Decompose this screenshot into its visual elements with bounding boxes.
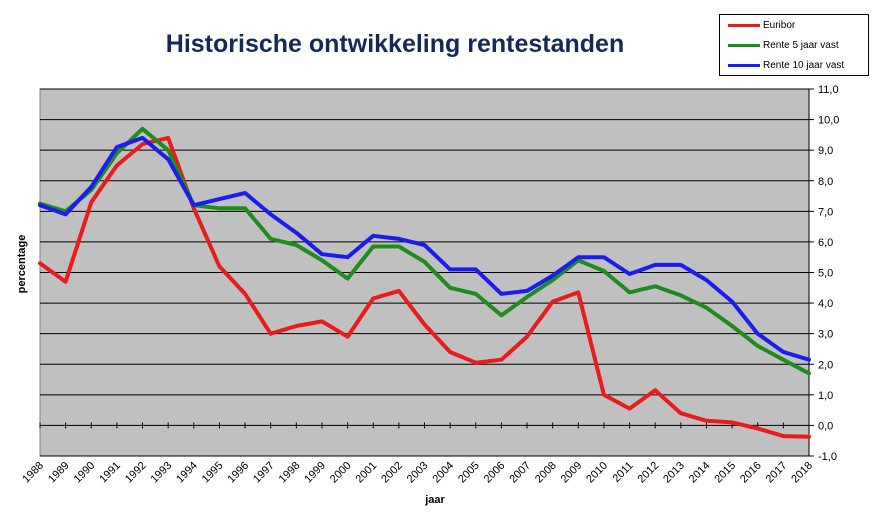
legend-item-euribor: Euribor — [728, 17, 795, 33]
y-axis-label: percentage — [16, 234, 28, 294]
x-tick-label: 2011 — [610, 460, 635, 485]
x-tick-label: 2002 — [379, 460, 405, 486]
y-tick-label: 11,0 — [818, 84, 839, 96]
y-tick-label: -1,0 — [818, 451, 837, 463]
x-tick-label: 1996 — [225, 460, 251, 486]
y-tick-label: 0,0 — [818, 420, 833, 432]
x-tick-label: 2013 — [661, 460, 687, 486]
y-tick-label: 8,0 — [818, 176, 833, 188]
x-tick-label: 2010 — [584, 460, 610, 486]
legend-label-rente-5-jaar: Rente 5 jaar vast — [763, 39, 839, 51]
y-tick-label: 4,0 — [818, 298, 833, 310]
x-tick-label: 2017 — [764, 460, 790, 486]
legend-swatch-euribor — [728, 23, 760, 27]
x-axis-label: jaar — [425, 494, 445, 506]
legend-label-euribor: Euribor — [763, 19, 796, 31]
legend-item-rente-10-jaar: Rente 10 jaar vast — [728, 57, 844, 73]
x-tick-label: 2009 — [559, 460, 585, 486]
y-tick-label: 1,0 — [818, 390, 833, 402]
x-tick-label: 1995 — [200, 460, 226, 486]
x-tick-label: 1997 — [251, 460, 277, 486]
y-axis-ticks: -1,0 0,0 1,0 2,0 3,0 4,0 5,0 6,0 7,0 8,0 9,0 10,0 11… — [808, 84, 839, 463]
legend-label-rente-10-jaar: Rente 10 jaar vast — [763, 59, 845, 71]
legend: Euribor Rente 5 jaar vast Rente 10 jaar … — [719, 14, 869, 76]
x-tick-label: 2018 — [789, 460, 815, 486]
x-tick-label: 2012 — [636, 460, 662, 486]
y-tick-label: 2,0 — [818, 359, 833, 371]
x-tick-label: 2008 — [533, 460, 559, 486]
x-tick-label: 1992 — [123, 460, 149, 486]
series-line-0 — [38, 135, 811, 439]
y-tick-label: 7,0 — [818, 206, 833, 218]
x-tick-label: 2001 — [354, 460, 380, 486]
x-tick-label: 2016 — [738, 460, 764, 486]
legend-swatch-rente-10-jaar — [728, 63, 760, 67]
y-tick-label: 3,0 — [818, 329, 833, 341]
y-tick-label: 5,0 — [818, 268, 833, 280]
x-tick-label: 2014 — [687, 460, 713, 486]
x-tick-label: 2000 — [328, 460, 354, 486]
series-line-1 — [38, 126, 811, 376]
x-tick-label: 2007 — [507, 460, 533, 486]
x-tick-label: 1994 — [174, 460, 200, 486]
legend-swatch-rente-5-jaar — [728, 43, 760, 47]
x-tick-label: 1989 — [46, 460, 72, 486]
x-tick-label: 1991 — [97, 460, 123, 486]
x-tick-label: 2004 — [430, 460, 456, 486]
x-tick-label: 2015 — [712, 460, 738, 486]
chart-title: Historische ontwikkeling rentestanden — [165, 30, 625, 58]
y-tick-label: 6,0 — [818, 237, 833, 249]
series-line-2 — [38, 135, 811, 362]
x-tick-label: 2003 — [405, 460, 431, 486]
y-tick-label: 9,0 — [818, 145, 833, 157]
series-lines — [38, 126, 811, 439]
x-tick-label: 2006 — [482, 460, 508, 486]
x-tick-label: 1990 — [72, 460, 98, 486]
legend-item-rente-5-jaar: Rente 5 jaar vast — [728, 37, 839, 53]
x-tick-label: 1999 — [302, 460, 328, 486]
x-tick-label: 2005 — [456, 460, 482, 486]
x-tick-label: 1998 — [277, 460, 303, 486]
y-tick-label: 10,0 — [818, 115, 839, 127]
x-tick-label: 1988 — [20, 460, 46, 486]
x-tick-label: 1993 — [148, 460, 174, 486]
